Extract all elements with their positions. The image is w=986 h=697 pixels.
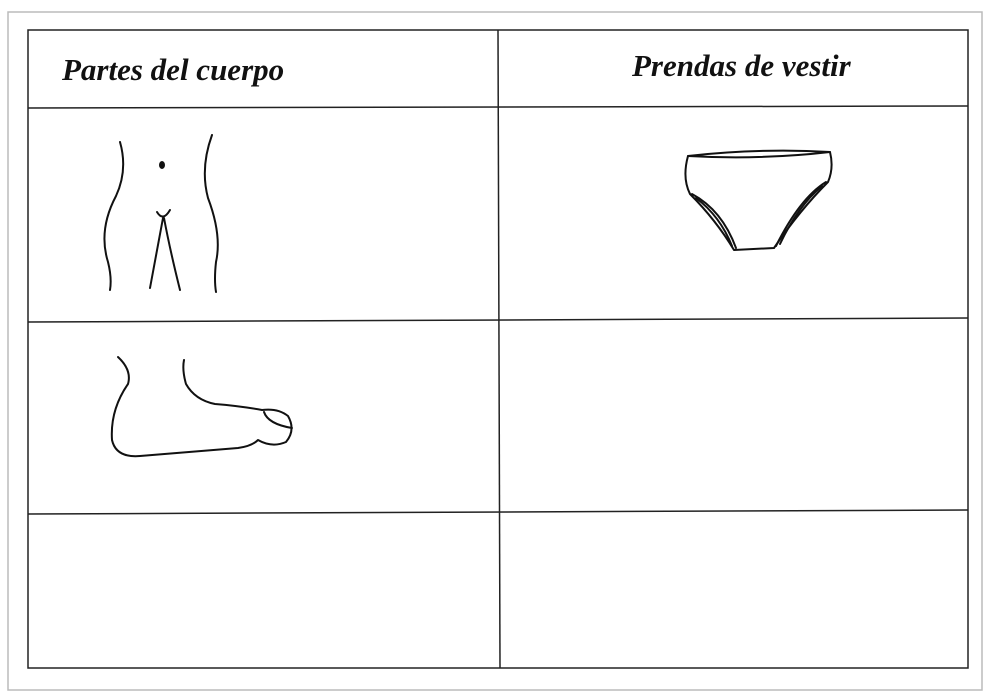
column-divider bbox=[497, 29, 501, 669]
body-sketch bbox=[103, 134, 219, 293]
row-divider bbox=[27, 317, 969, 323]
header-cell: Partes del cuerpo bbox=[61, 52, 284, 87]
underwear-sketch bbox=[684, 149, 833, 251]
row-divider bbox=[27, 105, 969, 109]
table bbox=[27, 29, 969, 669]
foot-sketch bbox=[110, 356, 293, 458]
page-frame bbox=[7, 11, 983, 691]
header-cell: Prendas de vestir bbox=[631, 48, 852, 83]
row-divider bbox=[27, 509, 969, 515]
